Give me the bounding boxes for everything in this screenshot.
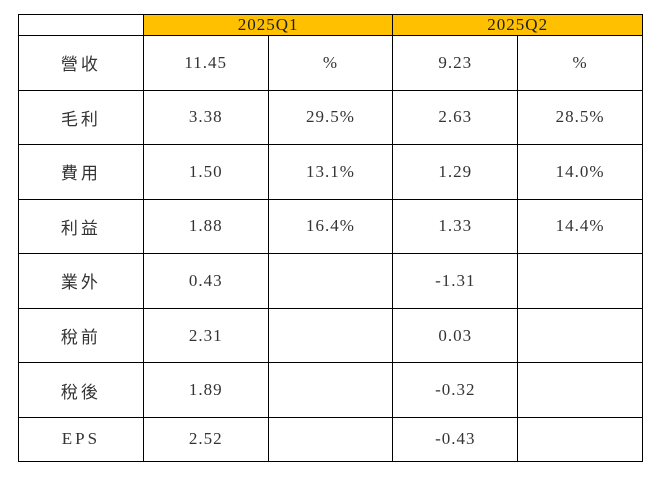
q1-value-cell: 1.89 xyxy=(142,362,269,418)
q1-pct-cell: 29.5% xyxy=(267,89,394,146)
table-row-non-operating: 業外 0.43 -1.31 xyxy=(18,253,643,309)
table-row-gross-profit: 毛利 3.38 29.5% 2.63 28.5% xyxy=(18,89,643,146)
q1-pct-cell: 16.4% xyxy=(267,198,394,255)
header-row: 2025Q1 2025Q2 xyxy=(18,14,643,36)
table-row-expenses: 費用 1.50 13.1% 1.29 14.0% xyxy=(18,144,643,200)
header-group-2025q2: 2025Q2 xyxy=(392,14,643,36)
q1-value-cell: 1.88 xyxy=(142,198,269,255)
q1-pct-cell xyxy=(267,307,394,364)
q2-value-cell: -0.43 xyxy=(392,416,519,463)
q1-value-cell: 3.38 xyxy=(142,89,269,146)
financial-table: 2025Q1 2025Q2 營收 11.45 % 9.23 % 毛利 3.38 … xyxy=(18,14,643,463)
header-group-2025q1: 2025Q1 xyxy=(142,14,394,36)
q2-pct-cell xyxy=(517,253,643,309)
row-label: 稅前 xyxy=(18,307,144,364)
row-label: 毛利 xyxy=(18,89,144,146)
q2-pct-cell: 14.0% xyxy=(517,144,643,200)
corner-cell xyxy=(18,14,144,36)
table-row-operating-profit: 利益 1.88 16.4% 1.33 14.4% xyxy=(18,198,643,255)
table-body: 營收 11.45 % 9.23 % 毛利 3.38 29.5% 2.63 28.… xyxy=(18,35,643,463)
q2-value-cell: 1.29 xyxy=(392,144,519,200)
q1-value-cell: 11.45 xyxy=(142,35,269,91)
q2-pct-cell xyxy=(517,362,643,418)
q1-pct-cell: % xyxy=(267,35,394,91)
q2-value-cell: 1.33 xyxy=(392,198,519,255)
row-label: 營收 xyxy=(18,35,144,91)
q2-value-cell: -1.31 xyxy=(392,253,519,309)
table-row-revenue: 營收 11.45 % 9.23 % xyxy=(18,35,643,91)
q2-pct-cell xyxy=(517,307,643,364)
q2-value-cell: 9.23 xyxy=(392,35,519,91)
q1-pct-cell xyxy=(267,253,394,309)
q1-value-cell: 1.50 xyxy=(142,144,269,200)
q1-pct-cell xyxy=(267,362,394,418)
q1-value-cell: 2.52 xyxy=(142,416,269,463)
q2-pct-cell xyxy=(517,416,643,463)
q2-value-cell: 2.63 xyxy=(392,89,519,146)
row-label: 業外 xyxy=(18,253,144,309)
row-label: 稅後 xyxy=(18,362,144,418)
table-row-pretax: 稅前 2.31 0.03 xyxy=(18,307,643,364)
table-header: 2025Q1 2025Q2 xyxy=(18,14,643,36)
row-label: 費用 xyxy=(18,144,144,200)
q2-value-cell: 0.03 xyxy=(392,307,519,364)
q1-value-cell: 2.31 xyxy=(142,307,269,364)
row-label: EPS xyxy=(18,416,144,463)
table-row-eps: EPS 2.52 -0.43 xyxy=(18,416,643,463)
q1-pct-cell xyxy=(267,416,394,463)
q2-value-cell: -0.32 xyxy=(392,362,519,418)
q2-pct-cell: 28.5% xyxy=(517,89,643,146)
q1-value-cell: 0.43 xyxy=(142,253,269,309)
q2-pct-cell: % xyxy=(517,35,643,91)
row-label: 利益 xyxy=(18,198,144,255)
q1-pct-cell: 13.1% xyxy=(267,144,394,200)
q2-pct-cell: 14.4% xyxy=(517,198,643,255)
table-row-aftertax: 稅後 1.89 -0.32 xyxy=(18,362,643,418)
